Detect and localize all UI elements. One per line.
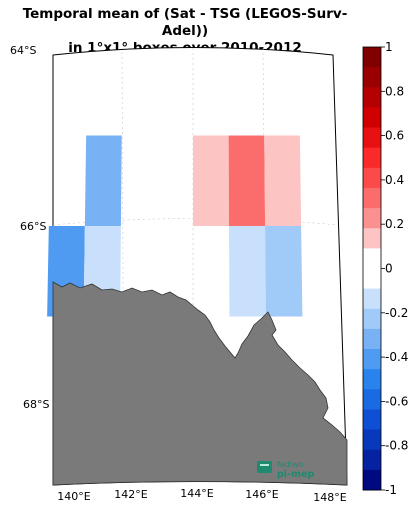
title-line-1: Temporal mean of (Sat - TSG (LEGOS-Surv-… — [22, 6, 348, 39]
lon-label: 144°E — [180, 487, 213, 500]
logo-text-top: fadiwo — [277, 460, 304, 469]
colorbar-tick-label: 0 — [385, 262, 393, 276]
grid-box — [228, 135, 266, 226]
colorbar-segment — [363, 288, 381, 310]
colorbar-segment — [363, 308, 381, 330]
colorbar-segment — [363, 328, 381, 350]
grid-box — [229, 226, 266, 317]
grid-box — [265, 226, 303, 317]
colorbar-tick-label: 0.8 — [385, 84, 404, 98]
colorbar-tick-label: 1 — [385, 40, 393, 54]
lon-labels: 140°E 142°E 144°E 146°E 148°E — [57, 487, 346, 504]
colorbar-segment — [363, 87, 381, 108]
colorbar-ticks: 1 0.8 0.6 0.4 0.2 0 -0.2 -0.4 -0.6 -0.8 -1 — [381, 40, 408, 497]
colorbar-segment — [363, 469, 381, 491]
lon-label: 140°E — [57, 490, 90, 503]
colorbar-segment — [363, 268, 381, 290]
colorbar-tick-label: -0.6 — [385, 394, 408, 408]
colorbar-segment — [363, 127, 381, 149]
colorbar-segment — [363, 369, 381, 390]
lat-label: 64°S — [10, 44, 36, 57]
lon-label: 146°E — [245, 488, 278, 501]
colorbar-segment — [363, 167, 381, 189]
lon-label: 142°E — [114, 488, 147, 501]
lon-label: 148°E — [313, 491, 346, 504]
colorbar-segment — [363, 449, 381, 471]
colorbar-segment — [363, 107, 381, 129]
colorbar-tick-label: 0.2 — [385, 217, 404, 231]
colorbar-segment — [363, 147, 381, 169]
colorbar-segment — [363, 47, 381, 68]
colorbar-segment — [363, 248, 381, 269]
colorbar-segment — [363, 208, 381, 229]
lat-label: 66°S — [20, 220, 46, 233]
pimep-logo: fadiwo pi-mep — [257, 460, 314, 480]
lat-labels: 64°S 66°S 68°S — [10, 44, 49, 411]
colorbar-segment — [363, 228, 381, 249]
lat-label: 68°S — [23, 398, 49, 411]
colorbar-segment — [363, 67, 381, 88]
colorbar-tick-label: 0.4 — [385, 173, 404, 187]
colorbar-segment — [363, 187, 381, 209]
colorbar-segment — [363, 349, 381, 370]
colorbar-tick-label: -0.4 — [385, 350, 408, 364]
colorbar-tick-label: -0.8 — [385, 439, 408, 453]
land-mass — [52, 281, 348, 486]
logo-text-bottom: pi-mep — [277, 469, 314, 480]
colorbar-tick-label: -0.2 — [385, 306, 408, 320]
grid-box — [264, 135, 302, 226]
grid-box — [193, 135, 230, 226]
colorbar-segment — [363, 429, 381, 451]
colorbar-segment — [363, 389, 381, 410]
colorbar — [362, 46, 382, 491]
colorbar-tick-label: -1 — [385, 483, 397, 497]
grid-box — [84, 135, 122, 226]
colorbar-segment — [363, 409, 381, 431]
colorbar-tick-label: 0.6 — [385, 129, 404, 143]
